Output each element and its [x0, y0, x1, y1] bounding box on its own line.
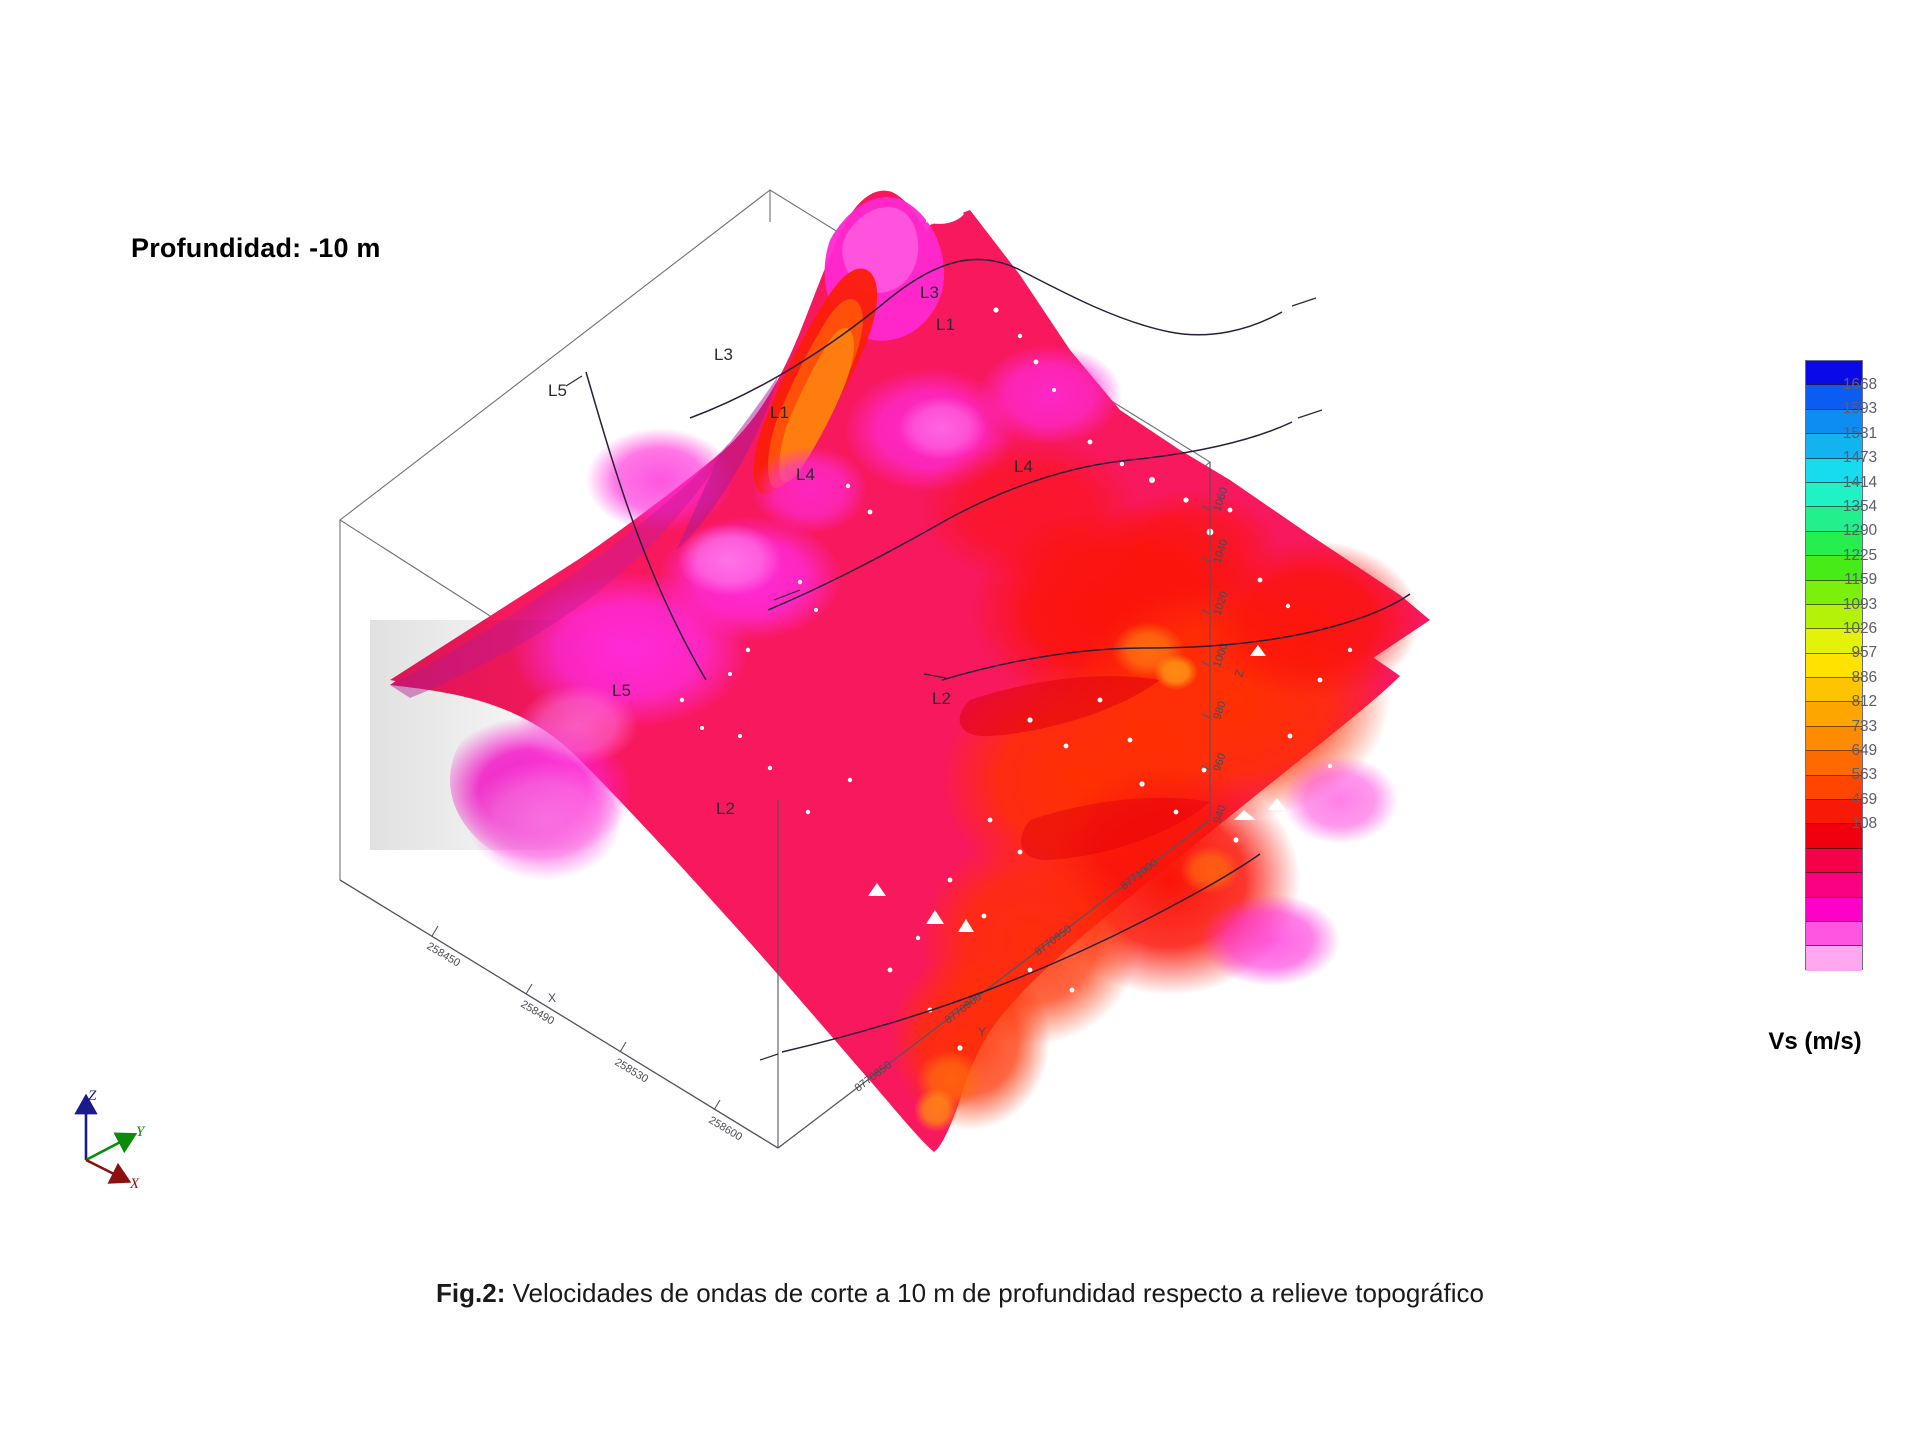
- triad-label-x: X: [129, 1176, 140, 1192]
- colorbar-band: [1806, 604, 1862, 630]
- colorbar-band: [1806, 946, 1862, 971]
- axis-x-tick-label: 258600: [706, 1114, 744, 1143]
- survey-line-L3: [689, 258, 1283, 419]
- colorbar-title: Vs (m/s): [1768, 1028, 1862, 1055]
- colorbar-tick-labels: 1668 1593 1531 1473 1414 1354 1290 1225 1159 1093…: [1805, 360, 1883, 970]
- colorbar-band: [1806, 482, 1862, 508]
- colorbar-band: [1806, 921, 1862, 947]
- axis-x-name: X: [548, 991, 556, 1005]
- colorbar-tick-label: 1225: [1842, 546, 1877, 564]
- colorbar-strip: [1805, 360, 1863, 971]
- survey-line-L5: [585, 371, 707, 681]
- colorbar-band: [1806, 629, 1862, 654]
- colorbar-tick-label: 469: [1851, 790, 1877, 808]
- colorbar-band: [1806, 458, 1862, 483]
- axis-z-tick-label: 980: [1211, 700, 1228, 721]
- colorbar-band: [1806, 507, 1862, 532]
- axis-z-tick-label: 940: [1211, 804, 1228, 825]
- axis-y-name: Y: [978, 1025, 986, 1039]
- colorbar-tick-label: 1473: [1842, 449, 1877, 467]
- colorbar-tick-label: 1414: [1842, 473, 1877, 491]
- triad-svg: Z Y X: [74, 1088, 146, 1192]
- colorbar: 1668 1593 1531 1473 1414 1354 1290 1225 1159 1093…: [1720, 360, 1910, 1055]
- survey-line-label-L1-top: L1: [936, 315, 955, 334]
- axis-x: 258450 258490 258530 258600 X: [339, 879, 779, 1149]
- axis-z-tick-label: 960: [1211, 752, 1228, 773]
- axis-z-ticks: [1201, 505, 1211, 771]
- colorbar-tick-label: 1026: [1842, 619, 1877, 637]
- colorbar-band: [1806, 702, 1862, 727]
- survey-line-L4: [941, 593, 1411, 681]
- colorbar-band: [1806, 531, 1862, 557]
- triad-label-z: Z: [88, 1088, 97, 1104]
- survey-line-labels: L3 L1 L3 L1 L5 L5 L4 L4 L2: [548, 283, 1323, 1061]
- survey-line-label-L1-surface: L1: [770, 403, 789, 422]
- survey-line-label-L3-surface: L3: [714, 345, 733, 364]
- colorbar-band: [1806, 653, 1862, 679]
- colorbar-tick-label: 1593: [1842, 400, 1877, 418]
- plot-area: 258450 258490 258530 258600 X 8770850 87…: [330, 180, 1530, 1180]
- colorbar-band: [1806, 580, 1862, 605]
- colorbar-tick-label: 649: [1851, 741, 1877, 759]
- survey-line-label-L4-right: L4: [1014, 457, 1033, 476]
- colorbar-band: [1806, 434, 1862, 459]
- colorbar-tick-label: 563: [1851, 766, 1877, 784]
- colorbar-tick-label: 812: [1851, 693, 1877, 711]
- triad-axis-x: [85, 1158, 132, 1184]
- survey-line-label-L2-bottom: L2: [716, 799, 735, 818]
- depth-title: Profundidad: -10 m: [131, 233, 381, 263]
- colorbar-band: [1806, 556, 1862, 581]
- colorbar-tick-label: 1290: [1842, 522, 1877, 540]
- colorbar-band: [1806, 897, 1862, 922]
- survey-line-label-L5-upper: L5: [548, 381, 567, 400]
- axis-orientation-triad: Z Y X: [60, 1080, 180, 1200]
- triad-axis-y: [85, 1132, 138, 1162]
- colorbar-tick-label: 1159: [1844, 571, 1877, 589]
- surface-plot-svg: 258450 258490 258530 258600 X 8770850 87…: [339, 189, 1430, 1152]
- survey-line-L1: [767, 421, 1293, 611]
- colorbar-band: [1806, 848, 1862, 874]
- colorbar-band: [1806, 751, 1862, 776]
- colorbar-tick-label: 1668: [1842, 375, 1877, 393]
- colorbar-band: [1806, 385, 1862, 410]
- surface-data-gaps: [679, 307, 1353, 1067]
- colorbar-band: [1806, 678, 1862, 703]
- colorbar-band: [1806, 824, 1862, 849]
- survey-line-label-L5-lower: L5: [612, 681, 631, 700]
- topography-surface: [370, 190, 1430, 1152]
- colorbar-band: [1806, 409, 1862, 435]
- colorbar-band: [1806, 775, 1862, 801]
- axis-y-ticks: [869, 867, 1145, 1079]
- survey-line-label-L2-right: L2: [932, 689, 951, 708]
- axis-x-tick-label: 258450: [424, 940, 462, 969]
- colorbar-tick-label: 1531: [1842, 424, 1877, 442]
- axis-x-tick-label: 258530: [612, 1056, 650, 1085]
- figure-caption: Fig.2: Velocidades de ondas de corte a 1…: [0, 1278, 1920, 1309]
- triad-label-y: Y: [136, 1124, 146, 1140]
- colorbar-band: [1806, 873, 1862, 898]
- colorbar-band: [1806, 726, 1862, 752]
- caption-text: Velocidades de ondas de corte a 10 m de …: [505, 1278, 1484, 1308]
- colorbar-band: [1806, 361, 1862, 386]
- survey-line-label-L4-left: L4: [796, 465, 815, 484]
- survey-lines: [585, 258, 1411, 1053]
- axis-z-name: Z: [1232, 668, 1248, 679]
- colorbar-strip-wrap: 1668 1593 1531 1473 1414 1354 1290 1225 1159 1093…: [1805, 360, 1877, 971]
- colorbar-tick-label: 1093: [1842, 595, 1877, 613]
- survey-line-label-L3-top: L3: [920, 283, 939, 302]
- colorbar-band: [1806, 800, 1862, 825]
- colorbar-tick-label: 1354: [1842, 497, 1877, 515]
- colorbar-tick-label: 733: [1851, 717, 1877, 735]
- survey-line-L2: [781, 853, 1261, 1053]
- colorbar-tick-label: 957: [1851, 644, 1877, 662]
- caption-label: Fig.2:: [436, 1278, 506, 1308]
- colorbar-tick-label: 886: [1851, 668, 1877, 686]
- surface-contour-patches: [370, 196, 1420, 1132]
- colorbar-tick-label: 108: [1851, 815, 1877, 833]
- axis-x-ticks: [431, 925, 721, 1111]
